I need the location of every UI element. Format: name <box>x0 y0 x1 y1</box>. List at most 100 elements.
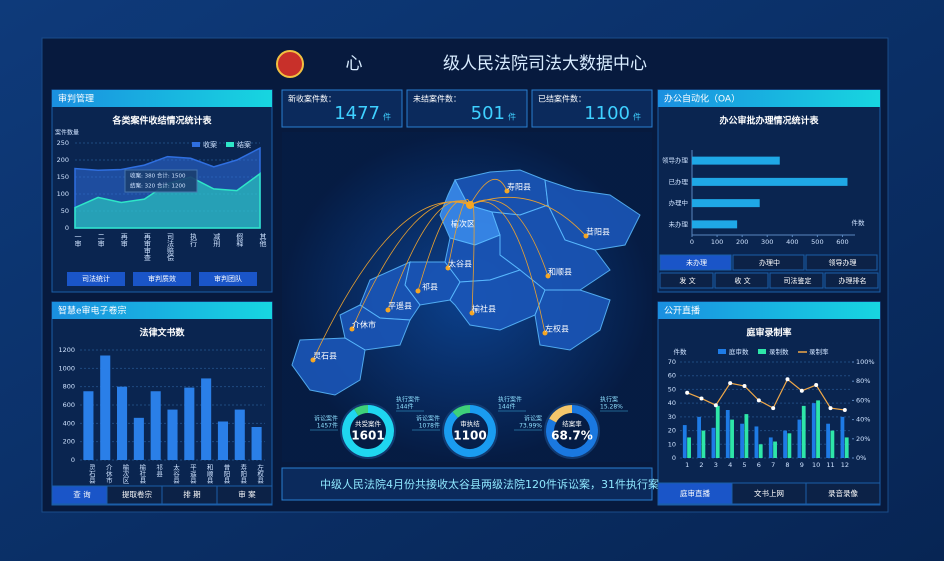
donut-part-label: 144件 <box>498 403 515 411</box>
y-tick-label: 50 <box>668 385 676 393</box>
donut-part-name: 诉讼案 <box>524 415 542 423</box>
donut-part-label: 15.28% <box>600 404 623 411</box>
y2-tick-label: 20% <box>856 435 870 443</box>
donut-segment <box>549 405 573 423</box>
rate-point <box>814 383 819 388</box>
y-tick-label: 20 <box>668 427 676 435</box>
y-tick-label: 800 <box>63 383 75 391</box>
button-label: 审判质效 <box>148 274 176 283</box>
legend-label: 录制数 <box>769 347 789 356</box>
donut-segment <box>342 405 394 457</box>
bar <box>184 387 195 460</box>
x-tick-label: 太谷县 <box>172 463 180 485</box>
tab[interactable] <box>216 485 273 505</box>
stat-unit: 件 <box>508 112 516 122</box>
map-dot <box>349 326 355 332</box>
bar <box>816 400 820 458</box>
x-tick-label: 8 <box>785 461 789 469</box>
region-label: 左权县 <box>545 324 569 334</box>
flow-line <box>469 199 549 277</box>
map-dot <box>542 330 548 336</box>
tab-label: 提取卷宗 <box>122 489 152 499</box>
button[interactable] <box>732 254 805 271</box>
region-label: 祁县 <box>422 282 438 292</box>
bar <box>692 177 848 186</box>
x-tick-label: 300 <box>761 238 773 246</box>
region-label: 灵石县 <box>313 352 337 361</box>
y2-tick-label: 80% <box>856 377 870 385</box>
stat-label: 未结案件数： <box>413 94 461 104</box>
button-label: 司法鉴定 <box>784 276 812 285</box>
bar <box>697 416 701 458</box>
tooltip <box>124 169 198 193</box>
y-tick-label: 70 <box>668 358 676 366</box>
bar <box>687 437 691 458</box>
flow-line <box>417 200 471 292</box>
y2-tick-label: 0% <box>856 454 866 462</box>
donut-title: 共受案件 <box>355 419 382 428</box>
legend-swatch <box>758 349 766 354</box>
button[interactable] <box>659 272 714 289</box>
donut-part-label: 1078件 <box>419 422 440 430</box>
chart-title: 庭审录制率 <box>746 327 791 339</box>
donut-part-name: 诉讼案件 <box>416 415 440 423</box>
button[interactable] <box>769 272 824 289</box>
button[interactable] <box>824 272 879 289</box>
y2-tick-label: 40% <box>856 416 870 424</box>
map-region[interactable] <box>291 337 366 396</box>
x-tick-label: 左权县 <box>256 463 264 485</box>
y-tick-label: 200 <box>63 438 75 446</box>
stat-box <box>281 89 403 128</box>
x-tick-label: 寿阳县 <box>239 463 247 485</box>
rate-point <box>771 406 776 411</box>
donut-segment <box>444 405 496 457</box>
y-tick-label: 400 <box>63 419 75 427</box>
region-label: 榆社县 <box>472 304 496 314</box>
panel-header <box>52 90 272 107</box>
legend-label: 庭审数 <box>729 347 749 356</box>
y-tick-label: 50 <box>61 207 69 215</box>
bar <box>768 437 773 458</box>
bar <box>725 410 730 458</box>
legend-swatch <box>718 349 726 354</box>
button[interactable] <box>714 272 769 289</box>
stat-value: 1477 <box>334 103 380 124</box>
tab[interactable] <box>805 482 881 505</box>
button[interactable] <box>199 272 257 286</box>
button[interactable] <box>805 254 878 271</box>
map-region[interactable] <box>449 269 546 331</box>
donut-part-label: 144件 <box>396 403 413 411</box>
button[interactable] <box>133 272 191 286</box>
y-tick-label: 未办理 <box>669 219 689 228</box>
rate-point <box>713 403 718 408</box>
rate-point <box>799 388 804 393</box>
chart-title: 办公审批办理情况统计表 <box>719 115 819 127</box>
map-region[interactable] <box>534 289 611 351</box>
bar <box>773 441 777 458</box>
button[interactable] <box>659 254 732 271</box>
legend-swatch <box>192 142 200 147</box>
x-tick-label: 10 <box>812 461 820 469</box>
y-tick-label: 0 <box>672 454 676 462</box>
bar <box>811 403 816 458</box>
bar <box>692 156 780 165</box>
bar <box>682 425 687 458</box>
donut-part-name: 诉讼案件 <box>314 415 338 423</box>
tooltip-line: 收案: 380 合计: 1500 <box>130 172 186 180</box>
x-tick-label: 司法赔偿 <box>167 233 175 262</box>
button[interactable] <box>67 272 125 286</box>
bar <box>826 423 830 458</box>
rate-point <box>756 398 761 403</box>
chart-title: 法律文书数 <box>139 327 185 339</box>
panel-header <box>658 90 880 107</box>
x-tick-label: 200 <box>736 238 748 246</box>
stat-label: 新收案件数： <box>288 94 336 104</box>
donut-segment <box>452 405 471 418</box>
bar <box>744 414 749 458</box>
button-label: 未办理 <box>686 258 707 267</box>
bar <box>701 430 706 458</box>
y-tick-label: 办理中 <box>669 198 689 207</box>
x-tick-label: 6 <box>757 461 761 469</box>
bar <box>730 419 734 458</box>
